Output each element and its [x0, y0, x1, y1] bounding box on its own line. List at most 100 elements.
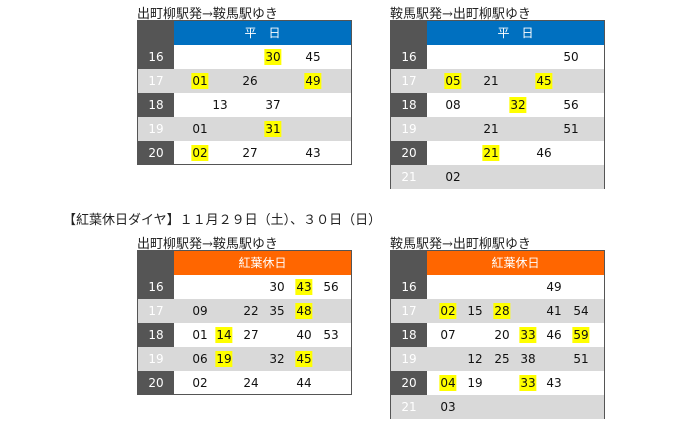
departure-minute: 27: [242, 146, 258, 160]
departure-minute: 02: [445, 170, 461, 184]
departure-minute: 07: [440, 328, 456, 342]
hour-label: 20: [401, 376, 417, 390]
departure-minute: 06: [192, 352, 208, 366]
hour-label: 17: [148, 74, 164, 88]
timetable-row: 20 02 27 43: [138, 141, 351, 165]
departure-minute: 50: [563, 50, 579, 64]
hour-label: 18: [401, 98, 417, 112]
departure-minute: 13: [212, 98, 228, 112]
departure-minute: 43: [305, 146, 321, 160]
timetable-header: 平 日: [427, 21, 604, 45]
departure-minute-highlighted: 43: [295, 279, 313, 295]
departure-minute: 15: [467, 304, 483, 318]
hour-label: 20: [148, 146, 164, 160]
hour-label: 21: [401, 170, 417, 184]
departure-minute-highlighted: 31: [264, 121, 282, 137]
timetable-row: 16 49: [391, 275, 604, 299]
departure-minute: 01: [192, 122, 208, 136]
hour-label: 16: [401, 280, 417, 294]
departure-minute: 44: [296, 376, 312, 390]
departure-minute: 30: [269, 280, 285, 294]
departure-minute-highlighted: 19: [215, 351, 233, 367]
timetable-row: 21 03: [391, 395, 604, 419]
timetable-header: 平 日: [174, 21, 351, 45]
departure-minute: 09: [192, 304, 208, 318]
timetable-row: 19 12 25 38 51: [391, 347, 604, 371]
timetable-row: 17 09 22 35 48: [138, 299, 351, 323]
departure-minute-highlighted: 32: [509, 97, 527, 113]
departure-minute: 43: [546, 376, 562, 390]
departure-minute-highlighted: 02: [191, 145, 209, 161]
hour-label: 19: [401, 122, 417, 136]
departure-minute: 56: [323, 280, 339, 294]
departure-minute: 27: [243, 328, 259, 342]
departure-minute-highlighted: 28: [493, 303, 511, 319]
hour-label: 20: [401, 146, 417, 160]
departure-minute: 54: [573, 304, 589, 318]
timetable-row: 16 30 45: [138, 45, 351, 69]
timetable-row: 19 01 31: [138, 117, 351, 141]
hour-label: 19: [401, 352, 417, 366]
departure-minute-highlighted: 04: [439, 375, 457, 391]
timetable-title: 出町柳駅発→鞍馬駅ゆき: [137, 7, 278, 22]
departure-minute: 25: [494, 352, 510, 366]
hour-label: 16: [148, 280, 164, 294]
departure-minute: 12: [467, 352, 483, 366]
timetable-row: 20 04 19 33 43: [391, 371, 604, 395]
timetable-row: 21 02: [391, 165, 604, 189]
departure-minute: 32: [269, 352, 285, 366]
hour-label: 19: [148, 122, 164, 136]
departure-minute: 40: [296, 328, 312, 342]
departure-minute: 41: [546, 304, 562, 318]
departure-minute: 45: [305, 50, 321, 64]
departure-minute-highlighted: 33: [519, 375, 537, 391]
departure-minute: 53: [323, 328, 339, 342]
departure-minute: 51: [573, 352, 589, 366]
timetable-row: 18 07 20 33 46 59: [391, 323, 604, 347]
timetable-row: 19 06 19 32 45: [138, 347, 351, 371]
timetable-header: 紅葉休日: [427, 251, 604, 275]
timetable: 平 日 16 50 17 05 21 45 18 08 32 56 19 21 51 20 21 46 21 02: [390, 20, 605, 189]
timetable-title: 鞍馬駅発→出町柳駅ゆき: [390, 237, 531, 252]
departure-minute-highlighted: 21: [482, 145, 500, 161]
departure-minute-highlighted: 33: [519, 327, 537, 343]
hour-label: 21: [401, 400, 417, 414]
timetable-row: 20 02 24 44: [138, 371, 351, 395]
departure-minute-highlighted: 01: [191, 73, 209, 89]
hour-column: [391, 251, 427, 418]
departure-minute-highlighted: 02: [439, 303, 457, 319]
departure-minute: 03: [440, 400, 456, 414]
hour-label: 16: [401, 50, 417, 64]
departure-minute: 46: [536, 146, 552, 160]
departure-minute: 56: [563, 98, 579, 112]
timetable-row: 18 08 32 56: [391, 93, 604, 117]
timetable-row: 16 30 43 56: [138, 275, 351, 299]
departure-minute: 08: [445, 98, 461, 112]
departure-minute: 38: [520, 352, 536, 366]
departure-minute: 21: [483, 122, 499, 136]
departure-minute-highlighted: 49: [304, 73, 322, 89]
hour-label: 17: [148, 304, 164, 318]
departure-minute-highlighted: 59: [572, 327, 590, 343]
departure-minute: 26: [242, 74, 258, 88]
departure-minute: 21: [483, 74, 499, 88]
departure-minute: 46: [546, 328, 562, 342]
timetable-row: 17 05 21 45: [391, 69, 604, 93]
departure-minute: 19: [467, 376, 483, 390]
hour-label: 19: [148, 352, 164, 366]
timetable-row: 16 50: [391, 45, 604, 69]
departure-minute: 01: [192, 328, 208, 342]
departure-minute-highlighted: 05: [444, 73, 462, 89]
departure-minute-highlighted: 14: [215, 327, 233, 343]
departure-minute-highlighted: 30: [264, 49, 282, 65]
timetable: 紅葉休日 16 30 43 56 17 09 22 35 48 18 01 14 27 40 53 19 06 19…: [137, 250, 352, 395]
departure-minute: 49: [546, 280, 562, 294]
hour-label: 17: [401, 304, 417, 318]
timetable: 平 日 16 30 45 17 01 26 49 18 13 37 19 01 31 20 02 27 43: [137, 20, 352, 165]
departure-minute: 24: [243, 376, 259, 390]
hour-label: 17: [401, 74, 417, 88]
departure-minute-highlighted: 48: [295, 303, 313, 319]
timetable-row: 19 21 51: [391, 117, 604, 141]
hour-label: 18: [401, 328, 417, 342]
timetable-row: 18 13 37: [138, 93, 351, 117]
